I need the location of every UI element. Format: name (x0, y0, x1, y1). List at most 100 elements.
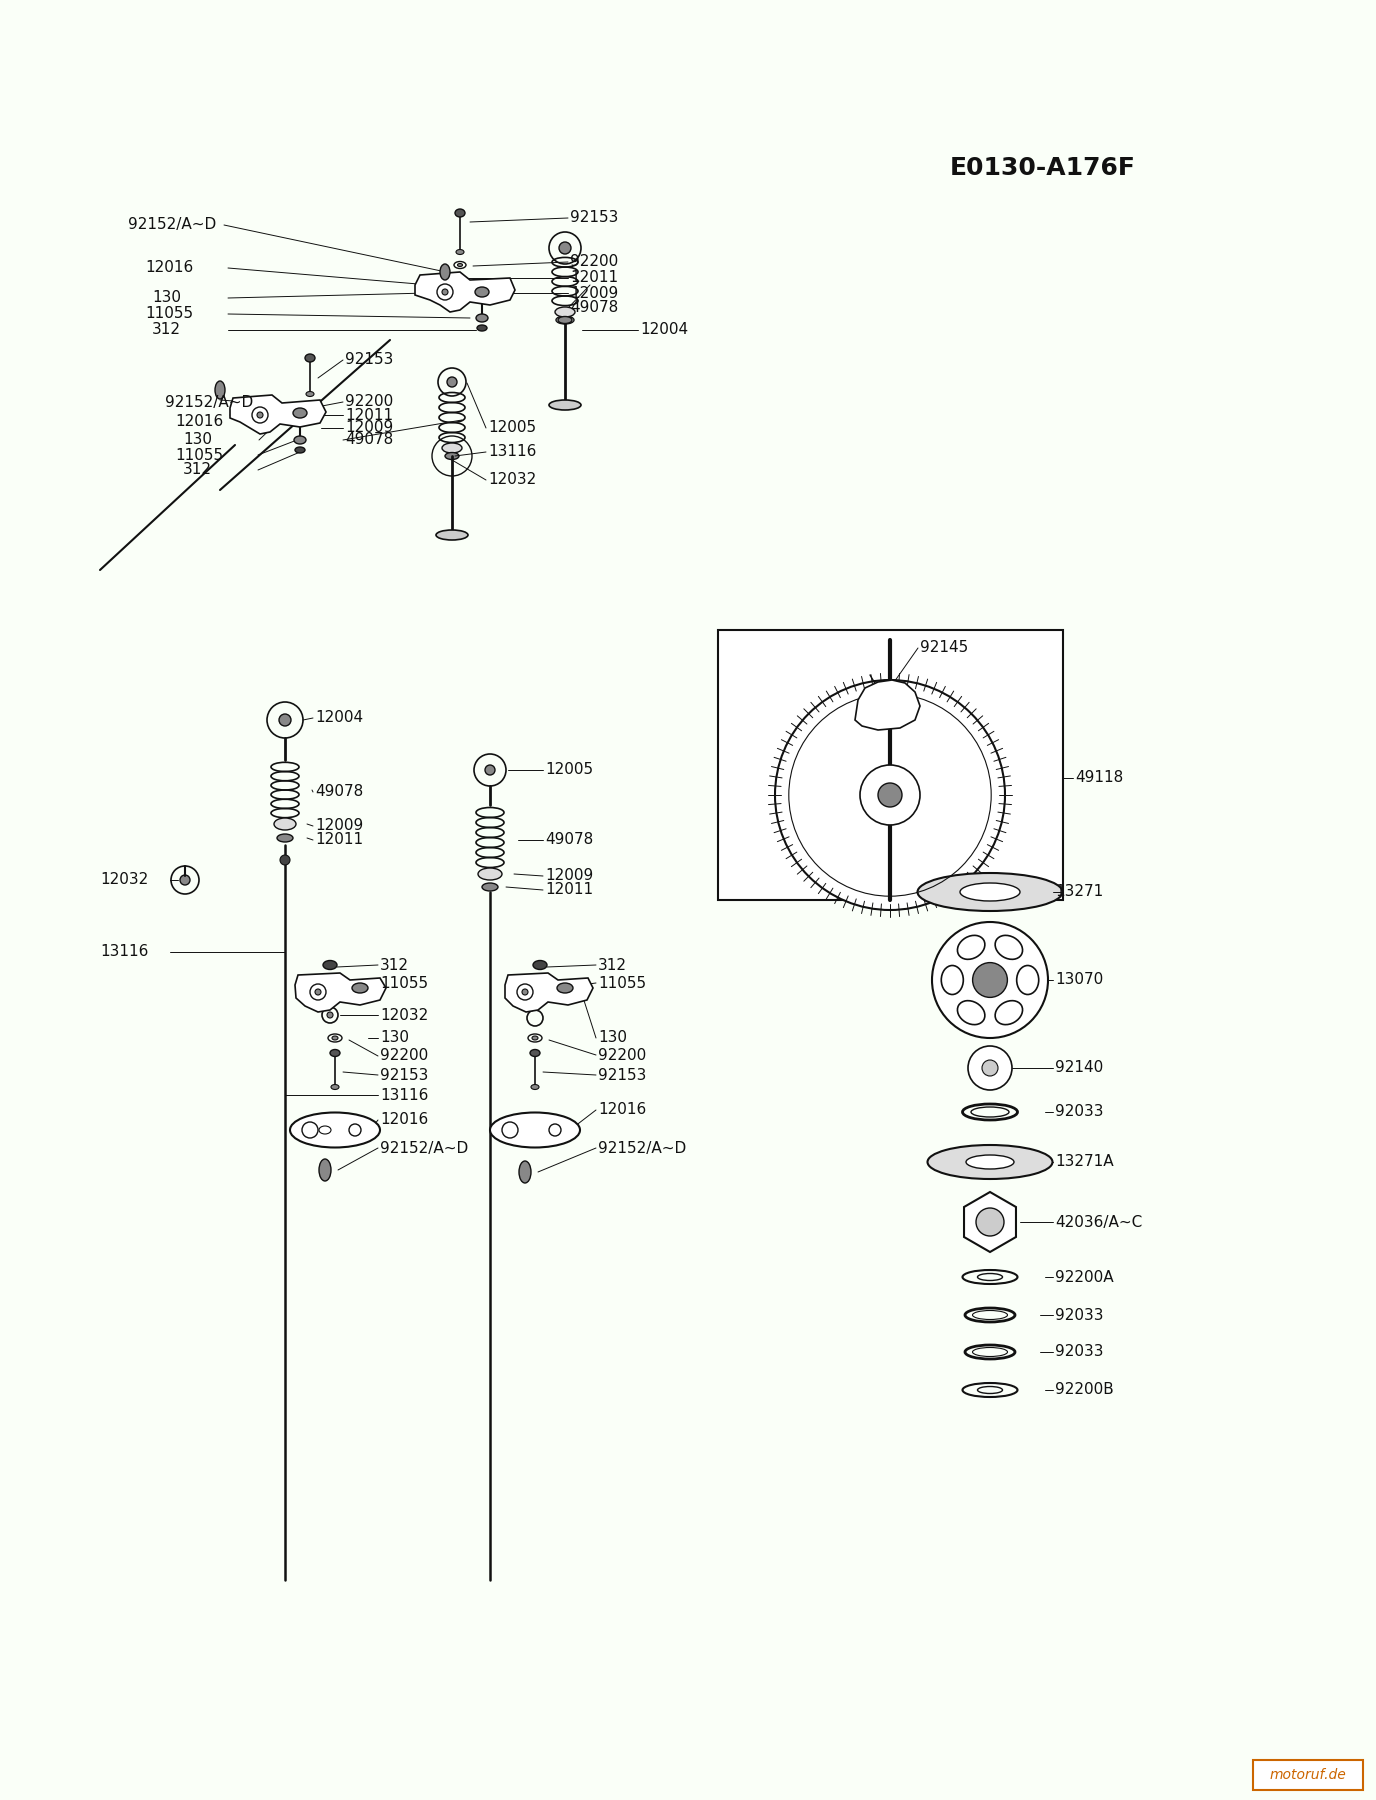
Text: 12011: 12011 (545, 882, 593, 898)
Ellipse shape (490, 1112, 581, 1148)
Circle shape (517, 985, 533, 1001)
Ellipse shape (477, 868, 502, 880)
Circle shape (932, 922, 1049, 1039)
Text: 49118: 49118 (1075, 770, 1123, 785)
Text: 12009: 12009 (315, 819, 363, 833)
Text: 312: 312 (151, 322, 182, 338)
Ellipse shape (995, 936, 1022, 959)
Text: 92140: 92140 (1055, 1060, 1104, 1075)
Ellipse shape (442, 443, 462, 454)
Polygon shape (505, 974, 593, 1012)
Circle shape (860, 765, 921, 824)
Ellipse shape (958, 936, 985, 959)
Circle shape (973, 963, 1007, 997)
Text: 92153: 92153 (570, 211, 618, 225)
Ellipse shape (559, 317, 572, 324)
Ellipse shape (457, 263, 462, 266)
Ellipse shape (966, 1156, 1014, 1168)
Text: 49078: 49078 (315, 785, 363, 799)
Text: 92152/A~D: 92152/A~D (599, 1141, 687, 1156)
Circle shape (327, 1012, 333, 1019)
Text: 12011: 12011 (570, 270, 618, 286)
Text: 12009: 12009 (345, 421, 394, 436)
Text: 13271: 13271 (1055, 884, 1104, 900)
Text: 92200: 92200 (599, 1048, 647, 1062)
Ellipse shape (995, 1001, 1022, 1024)
Text: 12004: 12004 (640, 322, 688, 338)
Ellipse shape (455, 250, 464, 254)
Ellipse shape (455, 209, 465, 218)
Text: 12005: 12005 (488, 421, 537, 436)
Bar (718, 630, 1064, 900)
Text: 312: 312 (380, 958, 409, 972)
Ellipse shape (519, 1161, 531, 1183)
Polygon shape (230, 394, 326, 434)
Circle shape (559, 241, 571, 254)
Text: 42036/A~C: 42036/A~C (1055, 1215, 1142, 1229)
Ellipse shape (482, 884, 498, 891)
Ellipse shape (475, 286, 488, 297)
Text: 12032: 12032 (100, 873, 149, 887)
Polygon shape (965, 1192, 1015, 1253)
Text: 92153: 92153 (345, 353, 394, 367)
Ellipse shape (440, 265, 450, 281)
Text: 12016: 12016 (599, 1102, 647, 1118)
Circle shape (438, 284, 453, 301)
Text: 92033: 92033 (1055, 1307, 1104, 1323)
Text: 92153: 92153 (599, 1067, 647, 1082)
Text: 92200: 92200 (345, 394, 394, 410)
Ellipse shape (533, 961, 548, 970)
Circle shape (775, 680, 1004, 911)
Ellipse shape (476, 313, 488, 322)
Text: 12011: 12011 (345, 407, 394, 423)
Ellipse shape (352, 983, 367, 994)
Text: 49078: 49078 (570, 301, 618, 315)
Circle shape (301, 1121, 318, 1138)
Text: 92200: 92200 (570, 254, 618, 270)
Text: 92200A: 92200A (1055, 1269, 1113, 1285)
Circle shape (180, 875, 190, 886)
Text: 12011: 12011 (315, 832, 363, 848)
Circle shape (315, 988, 321, 995)
Text: 12016: 12016 (175, 414, 223, 430)
Text: 49078: 49078 (545, 832, 593, 848)
Ellipse shape (927, 1145, 1053, 1179)
Circle shape (350, 1123, 361, 1136)
Text: 49078: 49078 (345, 432, 394, 448)
Polygon shape (294, 974, 387, 1012)
Text: 130: 130 (599, 1030, 627, 1046)
Text: E0130-A176F: E0130-A176F (949, 157, 1135, 180)
Text: 130: 130 (380, 1030, 409, 1046)
Text: 13271A: 13271A (1055, 1154, 1113, 1170)
Circle shape (252, 407, 268, 423)
Ellipse shape (332, 1084, 338, 1089)
Circle shape (878, 783, 903, 806)
Text: 12009: 12009 (570, 286, 618, 301)
Text: 130: 130 (151, 290, 182, 306)
Ellipse shape (293, 409, 307, 418)
Text: 12004: 12004 (315, 711, 363, 725)
Text: motoruf.de: motoruf.de (1270, 1768, 1346, 1782)
Ellipse shape (277, 833, 293, 842)
Circle shape (976, 1208, 1004, 1237)
Ellipse shape (960, 884, 1020, 902)
Ellipse shape (477, 326, 487, 331)
Text: 92152/A~D: 92152/A~D (165, 396, 253, 410)
Circle shape (257, 412, 263, 418)
Circle shape (442, 290, 449, 295)
Text: 11055: 11055 (380, 976, 428, 990)
Polygon shape (416, 272, 515, 311)
Text: 13070: 13070 (1055, 972, 1104, 988)
Circle shape (310, 985, 326, 1001)
Ellipse shape (307, 403, 312, 407)
Ellipse shape (294, 436, 305, 445)
Text: 92033: 92033 (1055, 1345, 1104, 1359)
Ellipse shape (531, 1084, 539, 1089)
Text: 92152/A~D: 92152/A~D (380, 1141, 468, 1156)
Polygon shape (854, 680, 921, 731)
Text: 13116: 13116 (100, 945, 149, 959)
Text: 92033: 92033 (1055, 1105, 1104, 1120)
Text: 12016: 12016 (144, 261, 193, 275)
Ellipse shape (330, 1049, 340, 1057)
Text: 11055: 11055 (599, 976, 647, 990)
